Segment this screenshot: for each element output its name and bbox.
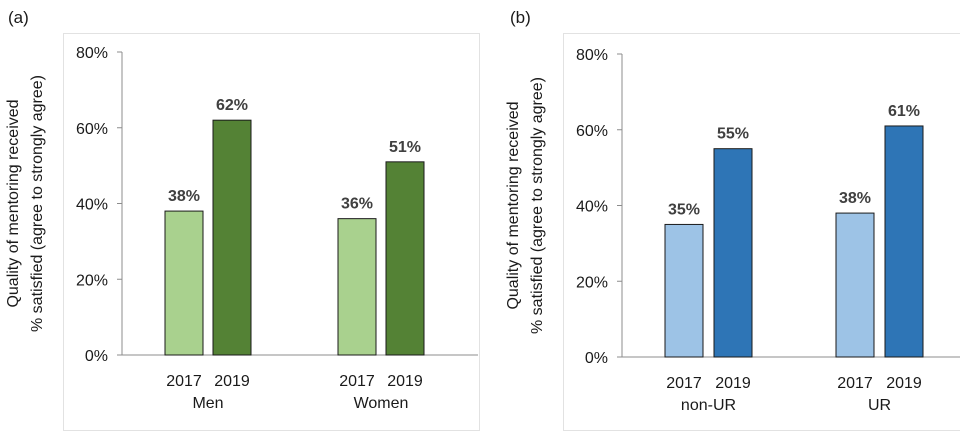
y-tick-label: 0% xyxy=(85,348,108,365)
y-tick-label: 80% xyxy=(76,45,108,62)
chart-a: Quality of mentoring received % satisfied… xyxy=(5,45,478,412)
data-label: 62% xyxy=(216,97,248,114)
y-axis-title-line: % satisfied (agree to strongly agree) xyxy=(529,77,546,334)
y-tick-label: 80% xyxy=(576,47,608,64)
y-axis-title-line: % satisfied (agree to strongly agree) xyxy=(29,75,46,332)
x-group-label: UR xyxy=(868,397,891,414)
x-tick-label-year: 2017 xyxy=(166,373,202,390)
bar-2019-Women xyxy=(385,161,425,356)
y-tick-label: 40% xyxy=(76,197,108,214)
x-tick-label-year: 2019 xyxy=(715,375,751,392)
x-tick-label-year: 2017 xyxy=(666,375,702,392)
bar-2017-Women xyxy=(337,218,377,356)
y-tick-label: 20% xyxy=(576,274,608,291)
panel-label-b: (b) xyxy=(510,8,531,27)
y-tick-label: 20% xyxy=(76,272,108,289)
x-group-label: non-UR xyxy=(681,397,736,414)
data-label: 38% xyxy=(839,190,871,207)
bar-2019-UR xyxy=(884,125,924,358)
data-label: 55% xyxy=(717,126,749,143)
x-tick-label-year: 2017 xyxy=(339,373,375,390)
y-tick-label: 0% xyxy=(585,350,608,367)
x-tick-label-year: 2017 xyxy=(837,375,873,392)
y-axis-title-line: Quality of mentoring received xyxy=(505,101,522,309)
chart-b: Quality of mentoring received % satisfied… xyxy=(505,47,960,414)
bar-2019-non-UR xyxy=(713,148,753,358)
panel-label-a: (a) xyxy=(8,8,29,27)
data-label: 36% xyxy=(341,196,373,213)
bar-2017-UR xyxy=(835,212,875,358)
x-tick-label-year: 2019 xyxy=(886,375,922,392)
bar-2017-Men xyxy=(164,210,204,356)
y-axis-title-line: Quality of mentoring received xyxy=(5,99,22,307)
x-tick-label-year: 2019 xyxy=(214,373,250,390)
bar-2017-non-UR xyxy=(664,223,704,358)
data-label: 51% xyxy=(389,139,421,156)
data-label: 38% xyxy=(168,188,200,205)
y-tick-label: 60% xyxy=(576,123,608,140)
bar-2019-Men xyxy=(212,119,252,356)
x-group-label: Men xyxy=(192,395,223,412)
y-tick-label: 40% xyxy=(576,199,608,216)
x-group-label: Women xyxy=(354,395,409,412)
y-tick-label: 60% xyxy=(76,121,108,138)
data-label: 35% xyxy=(668,201,700,218)
x-tick-label-year: 2019 xyxy=(387,373,423,390)
data-label: 61% xyxy=(888,103,920,120)
